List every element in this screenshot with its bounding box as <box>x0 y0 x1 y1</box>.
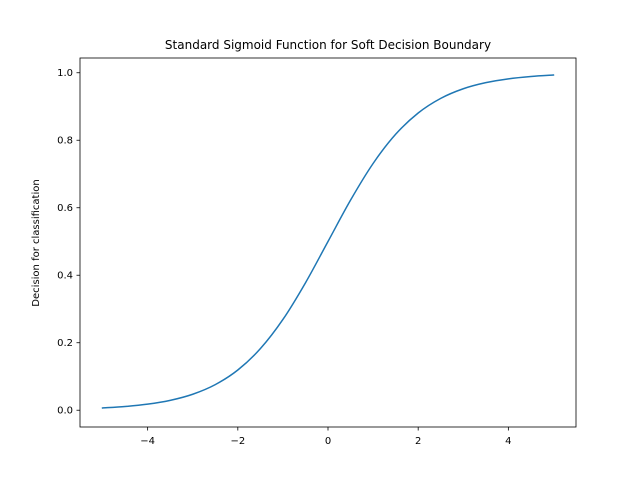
y-axis-label: Decision for classification <box>31 179 42 306</box>
plot-lines <box>101 74 555 409</box>
x-tick-label: 0 <box>325 436 331 447</box>
y-tick-label: 0.2 <box>57 338 73 349</box>
plot-frame <box>79 57 577 428</box>
x-tick-label: 4 <box>505 436 511 447</box>
sigmoid-line <box>101 74 555 409</box>
y-tick-label: 0.8 <box>57 136 73 147</box>
y-tick-label: 1.0 <box>57 68 73 79</box>
y-tick-label: 0.6 <box>57 203 73 214</box>
y-tick-label: 0.0 <box>57 406 73 417</box>
x-tick-label: 2 <box>415 436 421 447</box>
x-tick-label: −2 <box>230 436 245 447</box>
y-tick-label: 0.4 <box>57 271 73 282</box>
chart-title: Standard Sigmoid Function for Soft Decis… <box>165 38 491 52</box>
x-tick-label: −4 <box>140 436 155 447</box>
axis-ticks: −4 −2 0 2 4 0.0 0.2 0.4 0.6 0.8 1.0 <box>57 68 511 447</box>
